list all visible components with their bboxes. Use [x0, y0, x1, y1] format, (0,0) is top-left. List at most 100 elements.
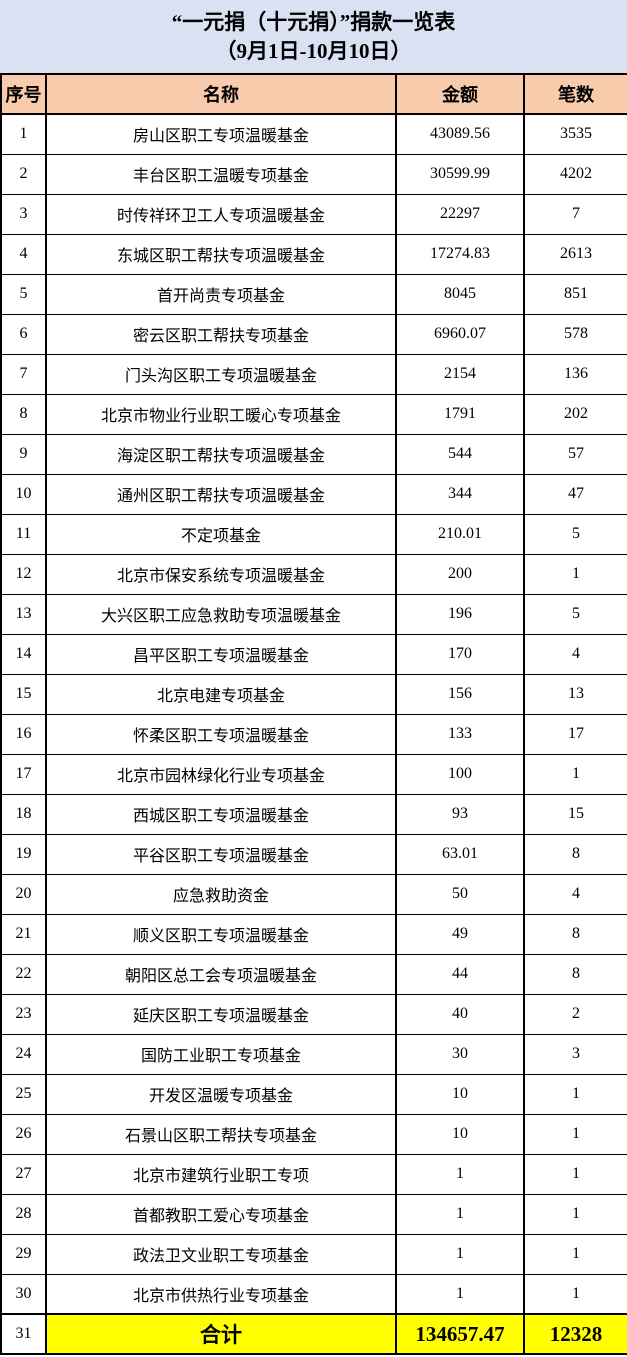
table-row: 29 政法卫文业职工专项基金 1 1 [0, 1233, 627, 1275]
cell-index: 21 [0, 913, 47, 955]
table-row: 26 石景山区职工帮扶专项基金 10 1 [0, 1113, 627, 1155]
table-body: 1 房山区职工专项温暖基金 43089.56 3535 2 丰台区职工温暖专项基金 3059… [0, 113, 627, 1315]
cell-amount: 43089.56 [395, 113, 525, 155]
cell-name: 怀柔区职工专项温暖基金 [45, 713, 397, 755]
table-row: 22 朝阳区总工会专项温暖基金 44 8 [0, 953, 627, 995]
cell-amount: 170 [395, 633, 525, 675]
cell-name: 东城区职工帮扶专项温暖基金 [45, 233, 397, 275]
cell-count: 1 [523, 753, 627, 795]
total-cell-label: 合计 [45, 1313, 397, 1355]
cell-index: 5 [0, 273, 47, 315]
table-row: 10 通州区职工帮扶专项温暖基金 344 47 [0, 473, 627, 515]
cell-index: 16 [0, 713, 47, 755]
cell-index: 9 [0, 433, 47, 475]
cell-amount: 544 [395, 433, 525, 475]
cell-index: 12 [0, 553, 47, 595]
cell-name: 通州区职工帮扶专项温暖基金 [45, 473, 397, 515]
table-row: 18 西城区职工专项温暖基金 93 15 [0, 793, 627, 835]
table-row: 20 应急救助资金 50 4 [0, 873, 627, 915]
table-row: 13 大兴区职工应急救助专项温暖基金 196 5 [0, 593, 627, 635]
total-cell-count: 12328 [523, 1313, 627, 1355]
table-row: 27 北京市建筑行业职工专项 1 1 [0, 1153, 627, 1195]
table-row: 17 北京市园林绿化行业专项基金 100 1 [0, 753, 627, 795]
cell-index: 10 [0, 473, 47, 515]
table-row: 3 时传祥环卫工人专项温暖基金 22297 7 [0, 193, 627, 235]
table-row: 16 怀柔区职工专项温暖基金 133 17 [0, 713, 627, 755]
cell-amount: 200 [395, 553, 525, 595]
cell-index: 22 [0, 953, 47, 995]
cell-name: 首开尚责专项基金 [45, 273, 397, 315]
cell-name: 房山区职工专项温暖基金 [45, 113, 397, 155]
cell-amount: 133 [395, 713, 525, 755]
cell-amount: 1 [395, 1273, 525, 1315]
table-row: 21 顺义区职工专项温暖基金 49 8 [0, 913, 627, 955]
cell-count: 3535 [523, 113, 627, 155]
table-row: 30 北京市供热行业专项基金 1 1 [0, 1273, 627, 1315]
cell-index: 1 [0, 113, 47, 155]
cell-name: 国防工业职工专项基金 [45, 1033, 397, 1075]
cell-index: 6 [0, 313, 47, 355]
cell-name: 朝阳区总工会专项温暖基金 [45, 953, 397, 995]
table-row: 1 房山区职工专项温暖基金 43089.56 3535 [0, 113, 627, 155]
cell-index: 8 [0, 393, 47, 435]
cell-index: 29 [0, 1233, 47, 1275]
cell-name: 延庆区职工专项温暖基金 [45, 993, 397, 1035]
cell-index: 17 [0, 753, 47, 795]
cell-index: 3 [0, 193, 47, 235]
table-row: 8 北京市物业行业职工暖心专项基金 1791 202 [0, 393, 627, 435]
cell-index: 30 [0, 1273, 47, 1315]
table-row: 7 门头沟区职工专项温暖基金 2154 136 [0, 353, 627, 395]
cell-count: 1 [523, 1153, 627, 1195]
cell-amount: 210.01 [395, 513, 525, 555]
cell-name: 平谷区职工专项温暖基金 [45, 833, 397, 875]
cell-count: 4202 [523, 153, 627, 195]
cell-count: 851 [523, 273, 627, 315]
cell-index: 4 [0, 233, 47, 275]
cell-amount: 1791 [395, 393, 525, 435]
cell-name: 不定项基金 [45, 513, 397, 555]
table-row: 14 昌平区职工专项温暖基金 170 4 [0, 633, 627, 675]
cell-index: 13 [0, 593, 47, 635]
cell-name: 政法卫文业职工专项基金 [45, 1233, 397, 1275]
cell-amount: 100 [395, 753, 525, 795]
cell-count: 57 [523, 433, 627, 475]
table-title: “一元捐（十元捐）”捐款一览表 （9月1日-10月10日） [0, 0, 627, 73]
cell-count: 15 [523, 793, 627, 835]
cell-name: 海淀区职工帮扶专项温暖基金 [45, 433, 397, 475]
cell-count: 3 [523, 1033, 627, 1075]
cell-count: 4 [523, 873, 627, 915]
cell-name: 北京电建专项基金 [45, 673, 397, 715]
cell-index: 23 [0, 993, 47, 1035]
table-row: 19 平谷区职工专项温暖基金 63.01 8 [0, 833, 627, 875]
cell-amount: 10 [395, 1113, 525, 1155]
cell-index: 24 [0, 1033, 47, 1075]
cell-amount: 44 [395, 953, 525, 995]
table-row: 4 东城区职工帮扶专项温暖基金 17274.83 2613 [0, 233, 627, 275]
table-row: 9 海淀区职工帮扶专项温暖基金 544 57 [0, 433, 627, 475]
cell-count: 7 [523, 193, 627, 235]
cell-amount: 49 [395, 913, 525, 955]
cell-count: 47 [523, 473, 627, 515]
cell-name: 西城区职工专项温暖基金 [45, 793, 397, 835]
cell-name: 顺义区职工专项温暖基金 [45, 913, 397, 955]
cell-count: 578 [523, 313, 627, 355]
cell-amount: 196 [395, 593, 525, 635]
header-cell-count: 笔数 [523, 73, 627, 115]
cell-count: 8 [523, 833, 627, 875]
table-row: 15 北京电建专项基金 156 13 [0, 673, 627, 715]
cell-amount: 22297 [395, 193, 525, 235]
cell-amount: 2154 [395, 353, 525, 395]
cell-name: 昌平区职工专项温暖基金 [45, 633, 397, 675]
cell-name: 门头沟区职工专项温暖基金 [45, 353, 397, 395]
cell-count: 5 [523, 593, 627, 635]
cell-index: 15 [0, 673, 47, 715]
cell-count: 13 [523, 673, 627, 715]
cell-amount: 17274.83 [395, 233, 525, 275]
table-row: 25 开发区温暖专项基金 10 1 [0, 1073, 627, 1115]
cell-count: 1 [523, 1073, 627, 1115]
donation-table: 序号 名称 金额 笔数 1 房山区职工专项温暖基金 43089.56 3535 2 丰台区… [0, 73, 627, 1355]
cell-name: 大兴区职工应急救助专项温暖基金 [45, 593, 397, 635]
table-row: 28 首都教职工爱心专项基金 1 1 [0, 1193, 627, 1235]
cell-name: 北京市物业行业职工暖心专项基金 [45, 393, 397, 435]
cell-count: 17 [523, 713, 627, 755]
